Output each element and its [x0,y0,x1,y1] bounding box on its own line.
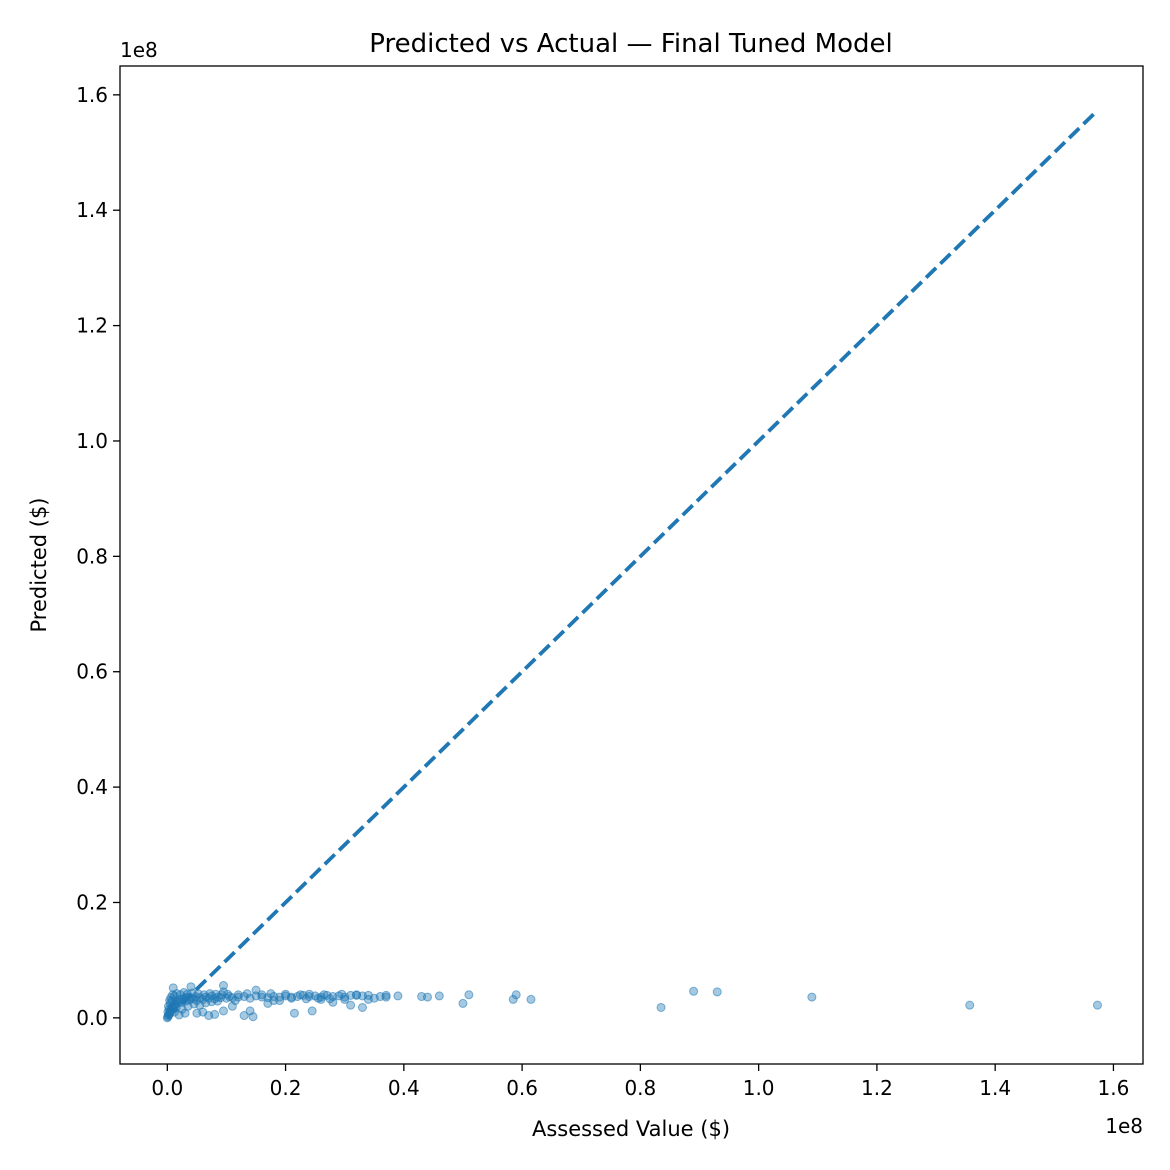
x-tick-label: 1.2 [861,1076,893,1100]
scatter-point [304,989,314,999]
scatter-point [464,990,474,1000]
reference-line [165,109,1099,1020]
x-axis-title: Assessed Value ($) [532,1117,730,1141]
scatter-point [223,989,233,999]
x-tick-label: 0.2 [270,1076,302,1100]
scatter-point [689,986,699,996]
x-tick-label: 1.6 [1098,1076,1130,1100]
scatter-point [313,993,323,1003]
scatter-point [352,990,362,1000]
x-tick-label: 0.0 [151,1076,183,1100]
scatter-point [363,994,373,1004]
scatter-point [218,1006,228,1016]
y-tick-label: 1.4 [76,198,108,222]
chart-title: Predicted vs Actual — Final Tuned Model [369,29,892,59]
scatter-point [257,990,267,1000]
x-tick-label: 0.6 [506,1076,538,1100]
y-tick-label: 0.6 [76,660,108,684]
y-tick-label: 0.2 [76,890,108,914]
plot-frame [119,65,1144,1065]
scatter-point [245,1006,255,1016]
y-tick-label: 0.4 [76,775,108,799]
scatter-point [357,1002,367,1012]
scatter-point [210,1009,220,1019]
y-tick-label: 1.2 [76,314,108,338]
scatter-point [242,989,252,999]
y-offset-text: 1e8 [120,38,158,62]
y-axis: 0.0 0.2 0.4 0.6 0.8 1.0 1.2 1.4 1.6 [76,83,120,1030]
scatter-point [289,1008,299,1018]
scatter-point [337,989,347,999]
points-layer [162,981,1102,1023]
scatter-point [807,992,817,1002]
scatter-point [526,994,536,1004]
scatter-point [381,992,391,1002]
scatter-point [965,1000,975,1010]
reference-line-layer [165,109,1099,1020]
scatter-point [340,994,350,1004]
scatter-point [511,990,521,1000]
scatter-point [233,990,243,1000]
y-tick-label: 1.0 [76,429,108,453]
scatter-point [393,991,403,1001]
scatter-point [239,1011,249,1021]
scatter-point [508,994,518,1004]
scatter-point [307,1006,317,1016]
scatter-point [458,998,468,1008]
x-axis: 0.0 0.2 0.4 0.6 0.8 1.0 1.2 1.4 1.6 [151,1064,1129,1100]
scatter-point [325,994,335,1004]
y-axis-title: Predicted ($) [27,497,51,632]
y-tick-label: 0.0 [76,1006,108,1030]
scatter-point [346,1000,356,1010]
scatter-point [227,1001,237,1011]
y-tick-label: 0.8 [76,544,108,568]
scatter-point [712,987,722,997]
x-tick-label: 0.4 [388,1076,420,1100]
scatter-point [301,994,311,1004]
x-tick-label: 1.0 [743,1076,775,1100]
scatter-point [269,996,279,1006]
y-tick-label: 1.6 [76,83,108,107]
scatter-point [286,993,296,1003]
scatter-point [434,991,444,1001]
scatter-point [251,985,261,995]
x-offset-text: 1e8 [1105,1114,1143,1138]
scatter-point [1092,1000,1102,1010]
scatter-point [213,996,223,1006]
scatter-point [422,992,432,1002]
x-tick-label: 1.4 [979,1076,1011,1100]
scatter-point [218,981,228,991]
scatter-point [656,1002,666,1012]
x-tick-label: 0.8 [624,1076,656,1100]
